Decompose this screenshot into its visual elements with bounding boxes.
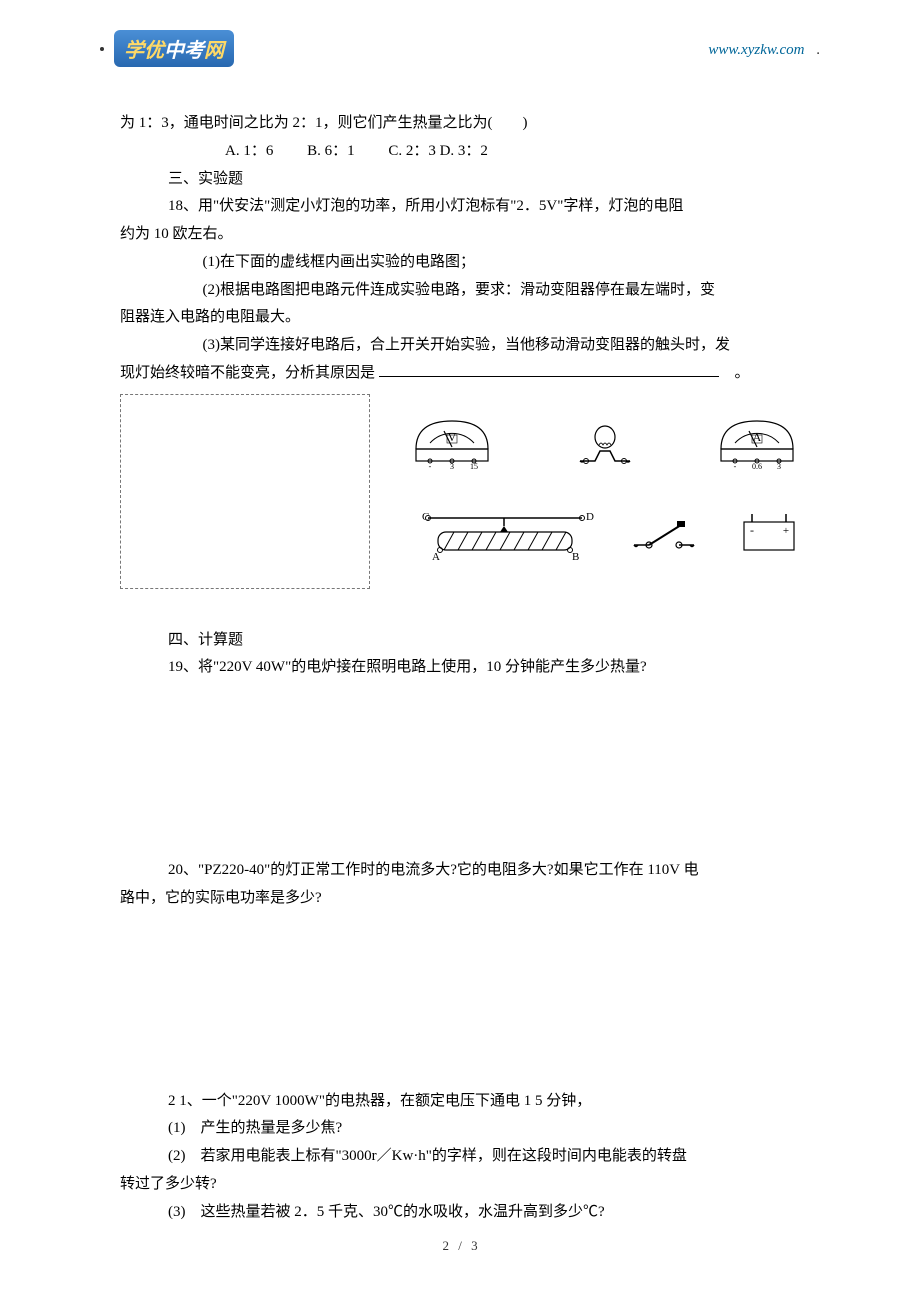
svg-text:D: D: [586, 511, 594, 523]
components-column: V - 3 15: [370, 394, 800, 574]
circuit-draw-box[interactable]: [120, 394, 370, 589]
experiment-diagram: V - 3 15: [120, 394, 800, 589]
switch-icon: [629, 511, 699, 546]
components-row-top: V - 3 15: [410, 394, 800, 484]
q21-l4: 转过了多少转?: [120, 1171, 800, 1199]
q18-l4: (2)根据电路图把电路元件连成实验电路，要求：滑动变阻器停在最左端时，变: [120, 277, 800, 305]
page-header: 学优中考网 www.xyzkw.com .: [0, 0, 920, 100]
rheostat-icon: C D A B: [410, 504, 590, 554]
q21-l3: (2) 若家用电能表上标有"3000r／Kw·h"的字样，则在这段时间内电能表的…: [120, 1143, 800, 1171]
section3-title: 三、实验题: [120, 166, 800, 194]
header-url: www.xyzkw.com .: [708, 42, 820, 59]
svg-text:B: B: [572, 551, 579, 563]
spacer-q20: [120, 913, 800, 1088]
logo-text: 学优中考网: [124, 34, 224, 63]
svg-text:+: +: [783, 525, 789, 537]
ammeter-label: A: [753, 430, 762, 444]
q21-l5: (3) 这些热量若被 2．5 千克、30℃的水吸收，水温升高到多少℃?: [120, 1199, 800, 1227]
voltmeter-icon: V - 3 15: [410, 411, 495, 466]
page-footer: 2 / 3: [0, 1238, 920, 1254]
url-trailing-dot: .: [813, 42, 821, 58]
q19: 19、将"220V 40W"的电炉接在照明电路上使用，10 分钟能产生多少热量?: [120, 654, 800, 682]
q20-l1: 20、"PZ220-40"的灯正常工作时的电流多大?它的电阻多大?如果它工作在 …: [120, 857, 800, 885]
q18-l1: 18、用"伏安法"测定小灯泡的功率，所用小灯泡标有"2．5V"字样，灯泡的电阻: [120, 193, 800, 221]
q18-l7end: 。: [735, 365, 750, 381]
q21-l1: 2 1、一个"220V 1000W"的电热器，在额定电压下通电 1 5 分钟，: [120, 1088, 800, 1116]
fill-blank[interactable]: [399, 376, 719, 377]
q17-line1: 为 1：3，通电时间之比为 2：1，则它们产生热量之比为( ): [120, 110, 800, 138]
svg-text:-: -: [750, 523, 754, 537]
logo-part2: 中考: [164, 40, 204, 62]
logo: 学优中考网: [100, 30, 234, 67]
total-pages: 3: [471, 1238, 478, 1253]
page-sep: /: [458, 1238, 462, 1253]
logo-leading-dot: [100, 47, 104, 51]
section4-title: 四、计算题: [120, 627, 800, 655]
q18-l3: (1)在下面的虚线框内画出实验的电路图；: [120, 249, 800, 277]
components-row-bottom: C D A B: [410, 484, 800, 574]
q18-l7-wrap: 现灯始终较暗不能变亮，分析其原因是 。: [120, 360, 800, 388]
url-text: www.xyzkw.com: [708, 42, 804, 58]
battery-icon: - +: [738, 508, 800, 550]
q18-l5: 阻器连入电路的电阻最大。: [120, 304, 800, 332]
voltmeter-label: V: [448, 430, 457, 444]
logo-badge: 学优中考网: [114, 30, 234, 67]
q20-l2: 路中，它的实际电功率是多少?: [120, 885, 800, 913]
q18-l6: (3)某同学连接好电路后，合上开关开始实验，当他移动滑动变阻器的触头时，发: [120, 332, 800, 360]
ammeter-icon: A - 0.6 3: [715, 411, 800, 466]
logo-part1: 学优: [124, 40, 164, 62]
bulb-icon: [570, 423, 640, 455]
q18-l2: 约为 10 欧左右。: [120, 221, 800, 249]
q21-l2: (1) 产生的热量是多少焦?: [120, 1115, 800, 1143]
blank-space: [379, 376, 399, 377]
page-content: 为 1：3，通电时间之比为 2：1，则它们产生热量之比为( ) A. 1：6 B…: [0, 100, 920, 1226]
spacer-q19: [120, 682, 800, 857]
page-num: 2: [442, 1238, 449, 1253]
spacer: [120, 597, 800, 627]
q18-l7: 现灯始终较暗不能变亮，分析其原因是: [120, 365, 375, 381]
svg-text:A: A: [432, 551, 440, 563]
q17-options: A. 1：6 B. 6：1 C. 2：3 D. 3：2: [120, 138, 800, 166]
logo-part3: 网: [204, 40, 224, 62]
